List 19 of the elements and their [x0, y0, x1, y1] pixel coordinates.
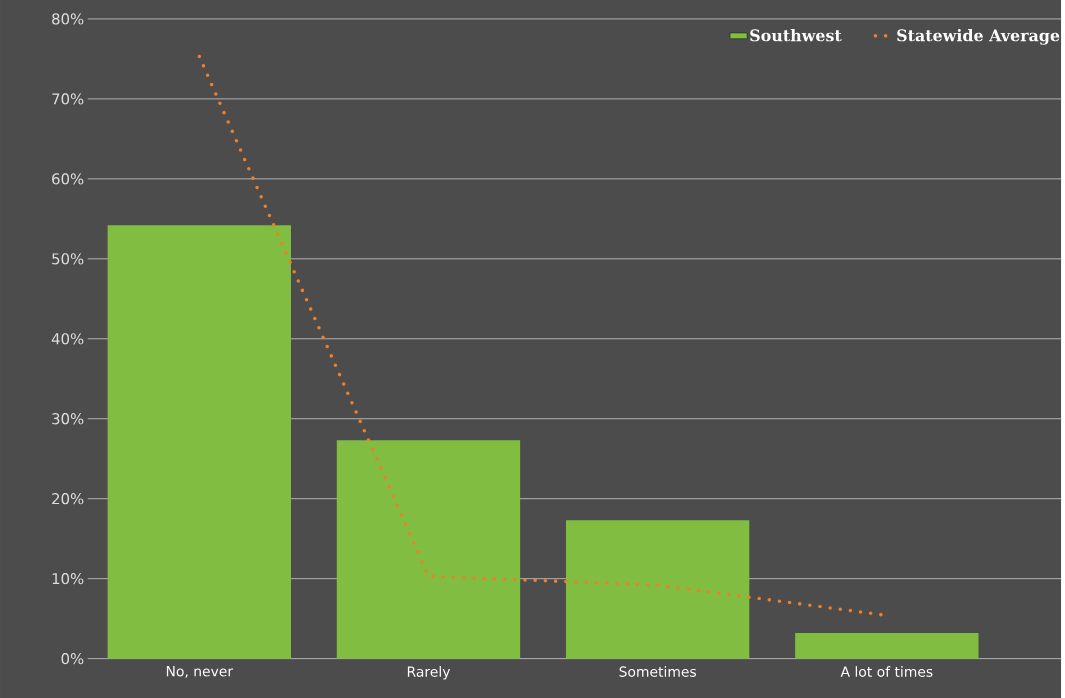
y-tick-label: 30%	[52, 412, 84, 425]
y-tick-label: 40%	[51, 332, 84, 345]
x-tick-label: Sometimes	[619, 665, 697, 677]
x-tick-label: A lot of times	[840, 665, 933, 677]
y-tick-label: 0%	[61, 652, 84, 665]
legend-label: Statewide Average	[897, 28, 1060, 45]
bar	[107, 224, 291, 659]
legend-label: Southwest	[750, 28, 842, 42]
y-tick-label: 80%	[52, 13, 84, 25]
y-tick-label: 10%	[52, 572, 84, 585]
bar	[795, 632, 979, 659]
x-tick-label: No, never	[166, 665, 234, 678]
bar	[336, 440, 521, 659]
y-tick-label: 50%	[52, 252, 84, 265]
bar	[565, 520, 750, 659]
y-tick-label: 20%	[52, 492, 84, 505]
y-tick-label: 60%	[52, 172, 84, 185]
x-tick-label: Rarely	[407, 665, 451, 680]
y-tick-label: 70%	[52, 93, 84, 105]
